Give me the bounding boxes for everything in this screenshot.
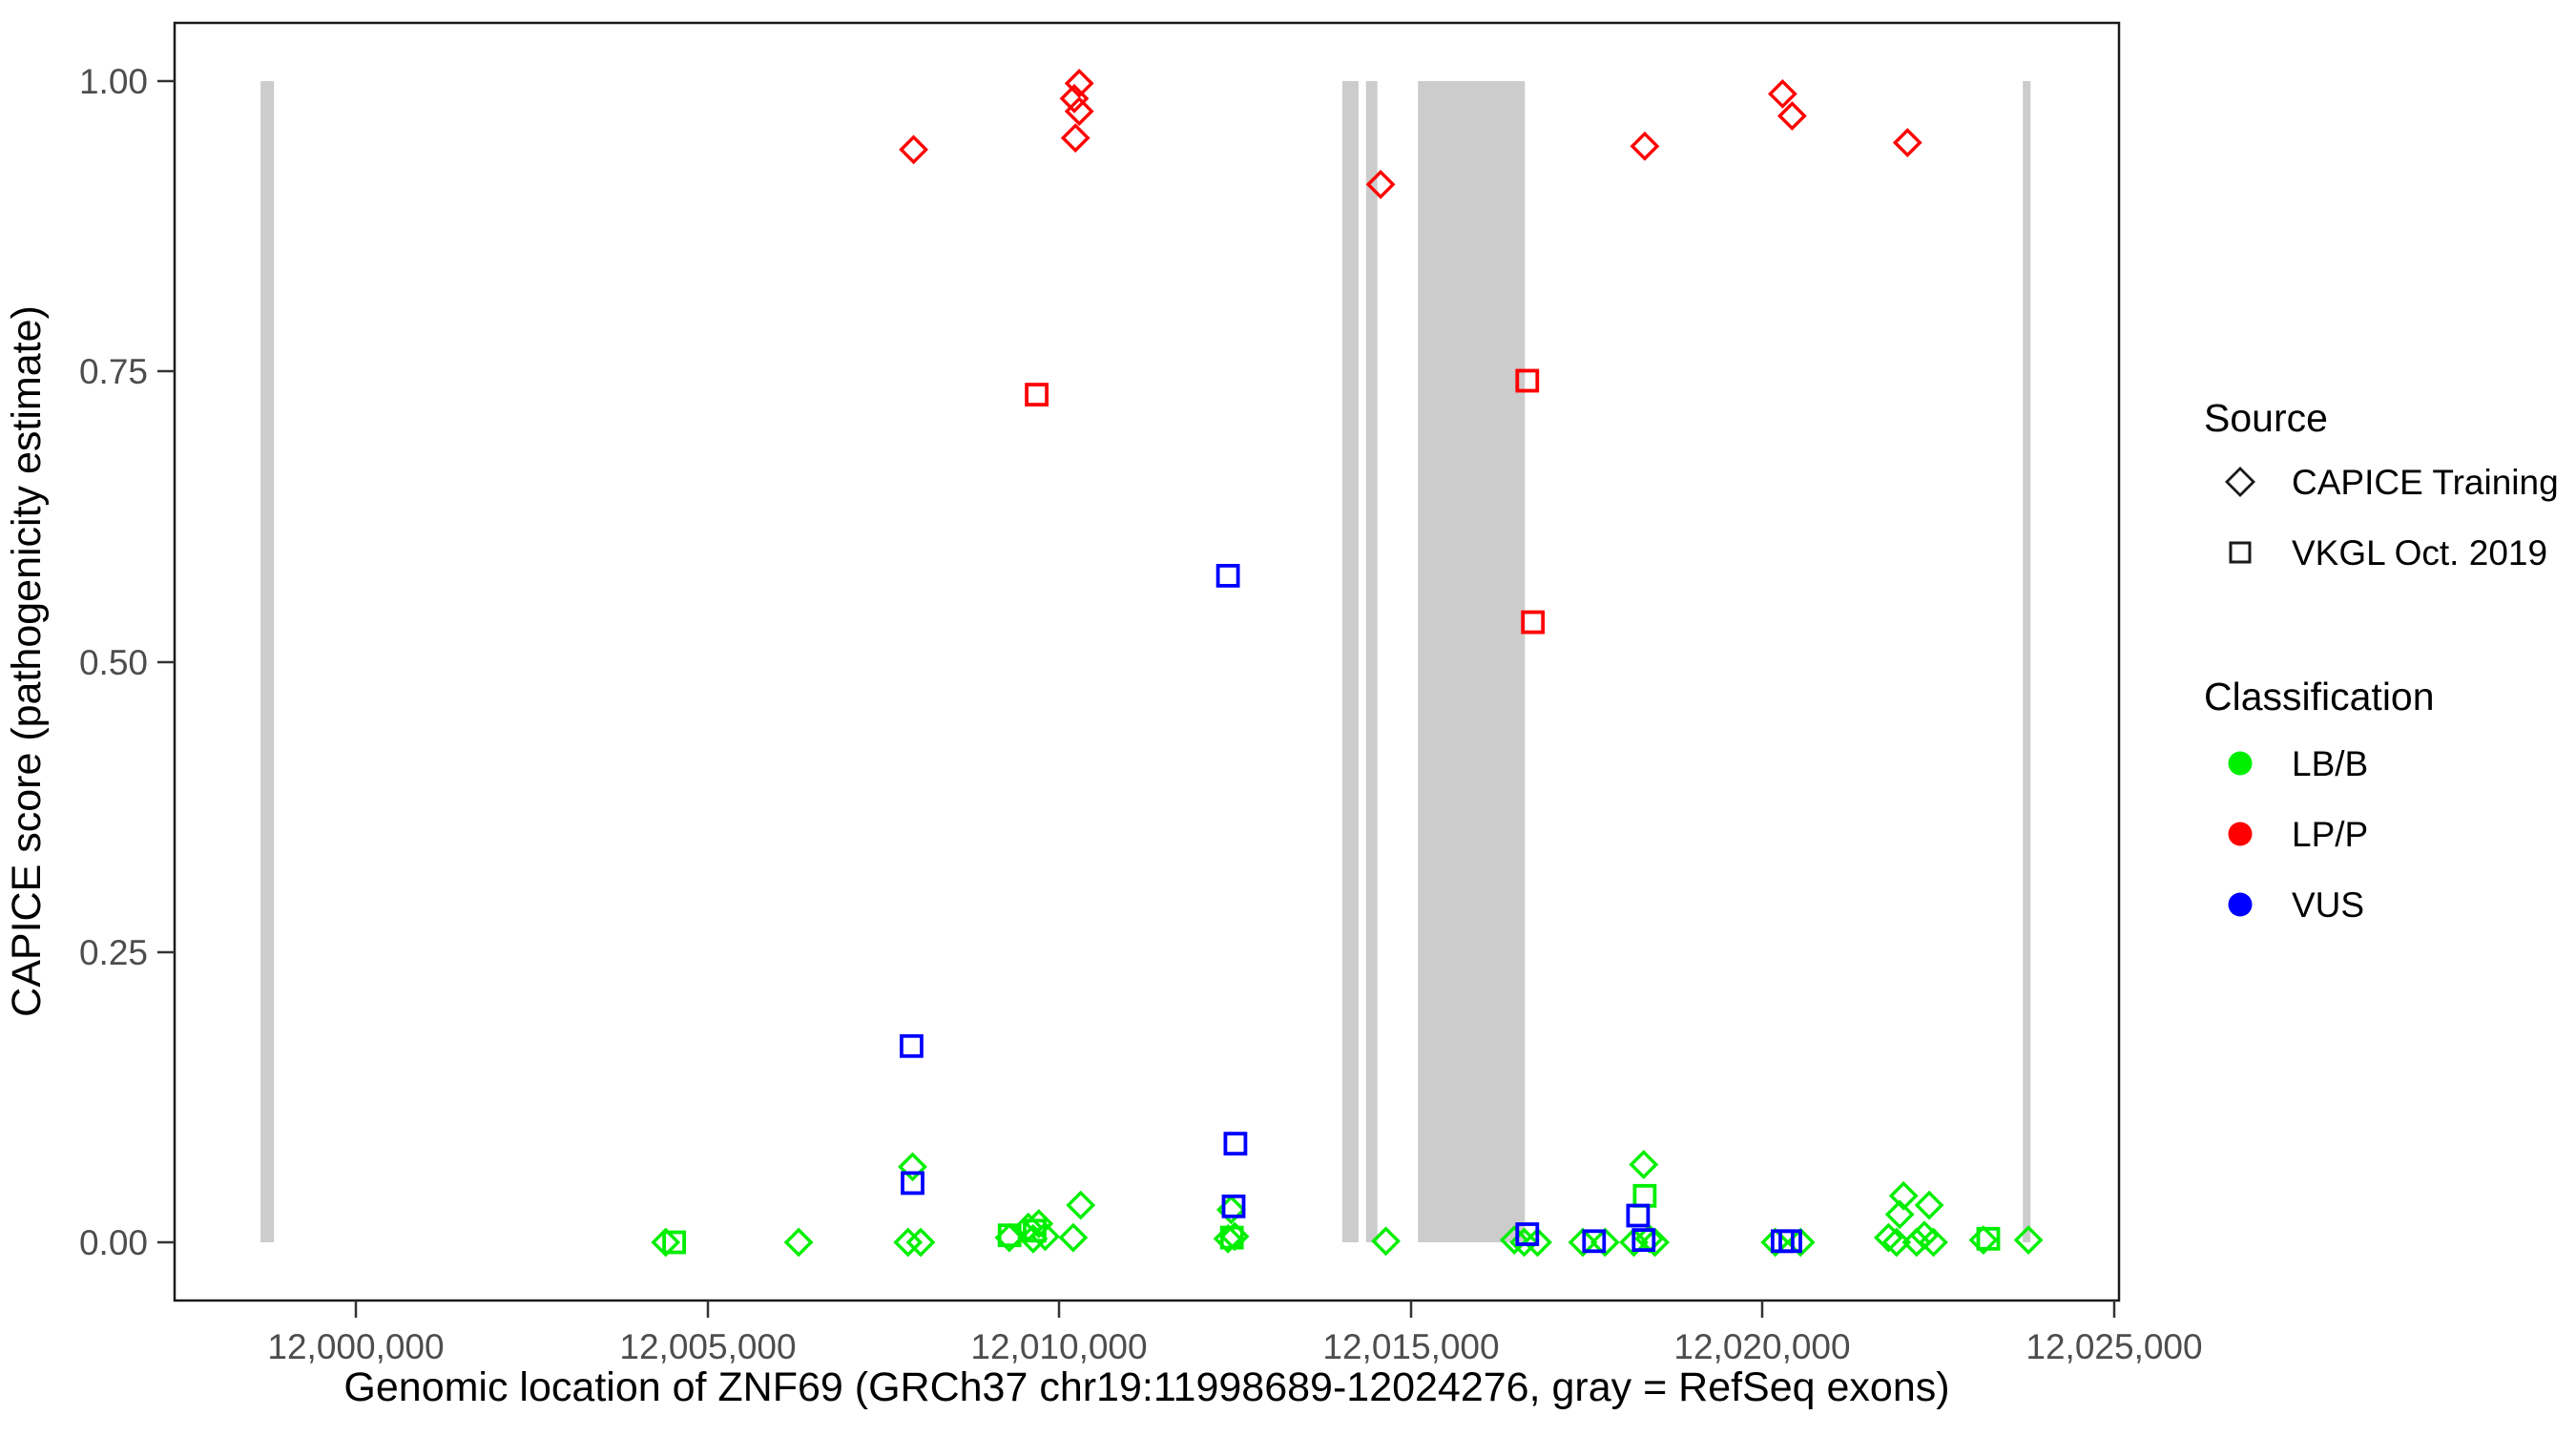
x-tick-label: 12,020,000 [1673, 1327, 1850, 1366]
x-tick-label: 12,015,000 [1322, 1327, 1499, 1366]
data-point-square [1778, 1229, 1802, 1254]
data-point-diamond [1213, 1223, 1243, 1254]
data-point-diamond [1640, 1227, 1671, 1258]
legend-square-key-icon [2229, 541, 2252, 564]
legend-classification-item-lbb: LB/B [2292, 744, 2368, 783]
data-point-diamond [1888, 1180, 1919, 1211]
legend-lbb-dot-icon [2228, 751, 2253, 776]
refseq-exon-band [1418, 81, 1526, 1242]
y-tick-label: 0.50 [79, 643, 148, 682]
data-point-square [1023, 1218, 1047, 1243]
legend: Source CAPICE Training VKGL Oct. 2019 Cl… [2204, 396, 2559, 925]
data-point-diamond [651, 1227, 681, 1258]
y-axis-title: CAPICE score (pathogenicity estimate) [4, 305, 50, 1017]
data-point-diamond [905, 1227, 936, 1258]
data-point-diamond [1066, 1190, 1096, 1220]
refseq-exon-band [2023, 81, 2031, 1242]
y-axis-tick-labels: 0.00 0.25 0.50 0.75 1.00 [79, 62, 148, 1262]
data-point-diamond [1760, 1227, 1791, 1258]
legend-classification-item-vus: VUS [2292, 885, 2364, 925]
scatter-points [651, 68, 2044, 1258]
x-tick-label: 12,025,000 [2025, 1327, 2202, 1366]
legend-classification-item-lpp: LP/P [2292, 815, 2368, 854]
data-point-square [1221, 1194, 1246, 1218]
data-point-diamond [1371, 1226, 1402, 1257]
data-point-square [997, 1223, 1022, 1248]
x-tick-label: 12,000,000 [267, 1327, 444, 1366]
x-axis-title: Genomic location of ZNF69 (GRCh37 chr19:… [343, 1364, 1949, 1410]
legend-lpp-dot-icon [2228, 822, 2253, 846]
y-tick-label: 0.00 [79, 1223, 148, 1262]
data-point-diamond [1630, 131, 1660, 161]
data-point-square [1219, 1225, 1244, 1250]
data-point-square [1025, 383, 1049, 407]
data-point-diamond [1030, 1221, 1060, 1252]
data-point-diamond [898, 1152, 927, 1182]
data-point-diamond [1776, 101, 1807, 131]
data-point-square [1626, 1203, 1651, 1228]
data-point-square [1631, 1228, 1656, 1252]
data-point-diamond [1060, 123, 1091, 154]
data-point-diamond [1619, 1227, 1649, 1258]
legend-diamond-key-icon [2225, 467, 2255, 497]
data-point-square [1521, 610, 1546, 635]
data-point-square [901, 1171, 924, 1196]
data-point-diamond [1568, 1227, 1598, 1258]
data-point-square [900, 1033, 924, 1058]
data-point-diamond [1064, 96, 1094, 127]
data-point-diamond [1365, 169, 1396, 199]
data-point-diamond [899, 135, 929, 165]
legend-source-item-vkgl: VKGL Oct. 2019 [2292, 533, 2547, 572]
data-point-square [1515, 1222, 1540, 1246]
refseq-exon-band [1341, 81, 1359, 1242]
data-point-diamond [1523, 1227, 1552, 1258]
data-point-square [1632, 1183, 1657, 1208]
data-point-diamond [1892, 128, 1922, 157]
data-point-diamond [1919, 1227, 1948, 1258]
data-point-square [1223, 1132, 1248, 1155]
y-tick-label: 0.75 [79, 352, 148, 391]
x-tick-label: 12,010,000 [970, 1327, 1147, 1366]
legend-vus-dot-icon [2228, 892, 2253, 917]
legend-classification-title: Classification [2204, 675, 2435, 718]
data-point-diamond [893, 1227, 924, 1258]
refseq-exon-band [260, 81, 275, 1242]
x-axis-ticks [354, 1301, 2116, 1318]
y-tick-label: 0.25 [79, 933, 148, 972]
data-point-square [1582, 1229, 1607, 1254]
y-tick-label: 1.00 [79, 62, 148, 101]
legend-source-item-capice-training: CAPICE Training [2292, 463, 2559, 502]
legend-source-title: Source [2204, 396, 2328, 440]
x-tick-label: 12,005,000 [619, 1327, 796, 1366]
data-point-diamond [1884, 1199, 1915, 1230]
data-point-diamond [783, 1227, 814, 1258]
y-axis-ticks [157, 79, 175, 1244]
data-point-diamond [1499, 1225, 1529, 1256]
plot-panel-border [173, 21, 2121, 1302]
data-point-diamond [2013, 1225, 2044, 1256]
data-point-diamond [1968, 1225, 1999, 1256]
refseq-exon-bands [260, 81, 2031, 1242]
data-point-diamond [1914, 1190, 1944, 1220]
data-point-diamond [1767, 78, 1797, 109]
refseq-exon-band [1365, 81, 1378, 1242]
data-point-square [662, 1230, 686, 1255]
data-point-diamond [1629, 1150, 1659, 1179]
data-point-square [1976, 1226, 2001, 1251]
data-point-diamond [1589, 1227, 1620, 1258]
x-axis-tick-labels: 12,000,000 12,005,000 12,010,000 12,015,… [267, 1327, 2202, 1366]
data-point-diamond [1881, 1227, 1912, 1258]
data-point-square [1215, 564, 1240, 588]
data-point-diamond [1064, 68, 1094, 98]
data-point-square [1515, 368, 1540, 393]
data-point-diamond [1873, 1222, 1903, 1253]
data-point-diamond [1058, 1222, 1089, 1253]
